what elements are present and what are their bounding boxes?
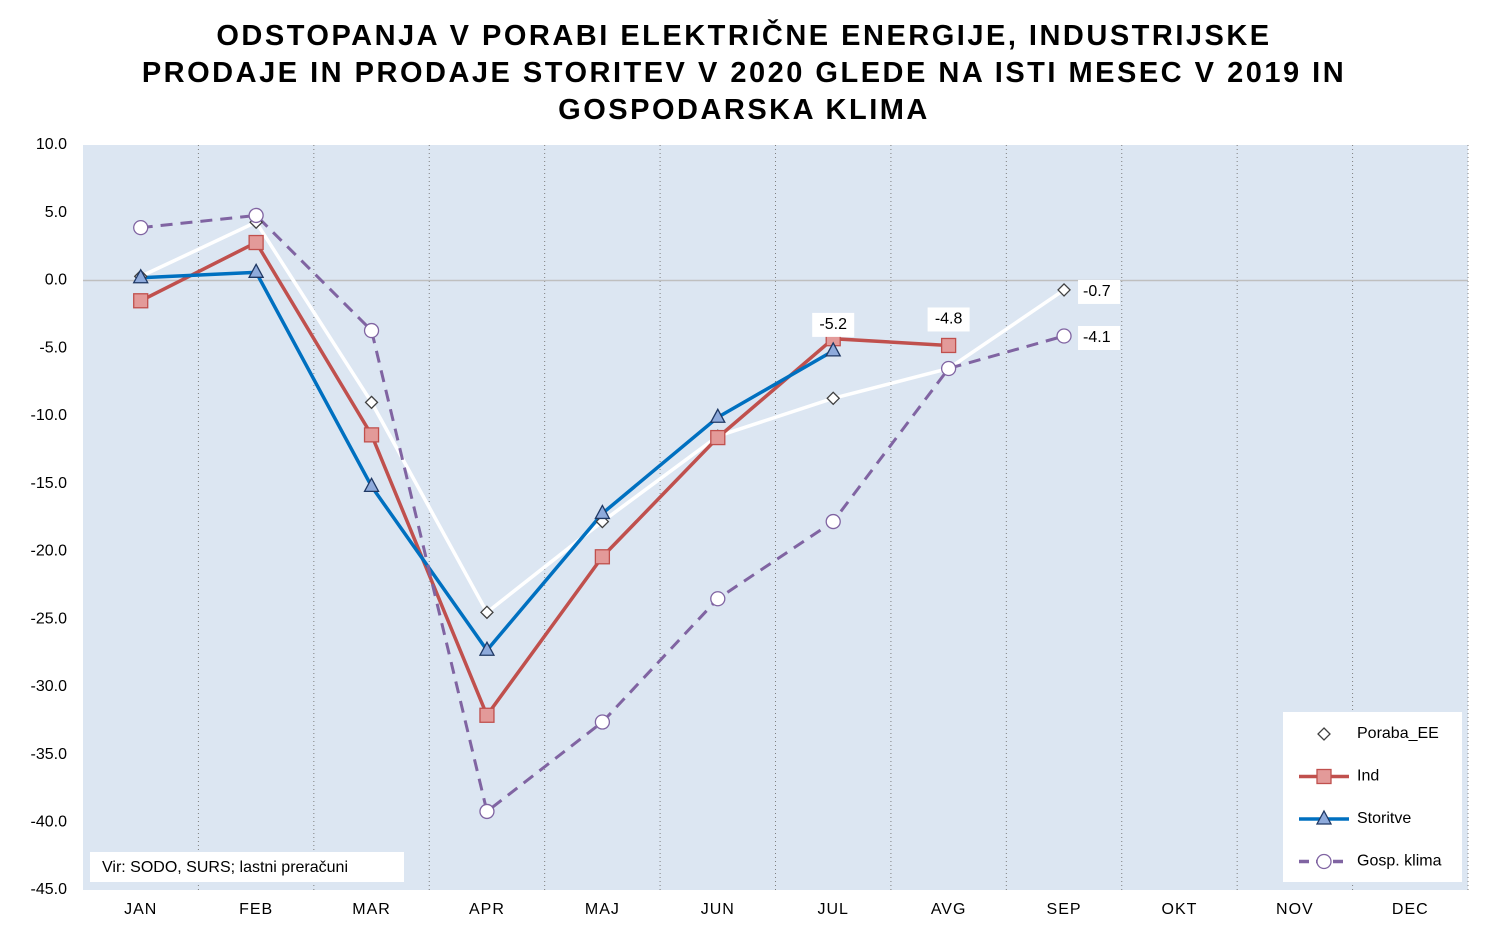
data-label-box	[927, 307, 970, 332]
marker	[825, 341, 842, 357]
x-tick-label: NOV	[1276, 901, 1314, 918]
marker	[1316, 768, 1332, 785]
y-tick-label: -10.0	[31, 407, 68, 424]
x-tick-label: FEB	[239, 901, 273, 918]
x-tick-label: JUL	[817, 901, 848, 918]
marker	[826, 391, 841, 406]
marker	[248, 234, 264, 251]
marker	[1315, 809, 1333, 825]
marker	[248, 207, 264, 224]
marker	[363, 427, 380, 443]
marker	[478, 640, 496, 656]
data-label: -0.7	[1083, 283, 1111, 300]
y-tick-label: 0.0	[45, 272, 67, 289]
data-label-box	[1078, 279, 1121, 304]
marker	[480, 605, 494, 620]
marker	[363, 322, 380, 339]
marker	[940, 337, 957, 354]
data-label-box	[1078, 325, 1121, 350]
y-tick-label: 5.0	[45, 204, 67, 221]
legend-label: Storitve	[1357, 810, 1411, 827]
x-tick-label: MAR	[352, 901, 391, 918]
y-tick-label: -45.0	[31, 881, 68, 898]
y-tick-label: -40.0	[31, 813, 68, 830]
marker	[710, 591, 726, 607]
legend-label: Ind	[1357, 768, 1379, 785]
x-tick-label: JUN	[701, 901, 735, 918]
y-tick-label: -30.0	[31, 678, 68, 695]
x-tick-label: OKT	[1162, 901, 1198, 918]
y-tick-label: 10.0	[36, 136, 67, 153]
y-tick-label: -35.0	[31, 746, 68, 763]
marker	[132, 268, 149, 284]
marker	[710, 429, 726, 446]
marker	[1317, 727, 1331, 741]
marker	[248, 262, 265, 278]
data-label: -5.2	[819, 316, 847, 333]
legend-label: Gosp. klima	[1357, 853, 1442, 870]
data-label: -4.8	[935, 311, 963, 328]
annotation: Vir: SODO, SURS; lastni preračuni	[102, 859, 348, 876]
x-tick-label: AVG	[931, 901, 967, 918]
y-tick-label: -15.0	[31, 475, 68, 492]
y-tick-label: -5.0	[39, 339, 67, 356]
marker	[709, 407, 726, 423]
marker	[133, 293, 149, 309]
chart-title: ODSTOPANJA V PORABI ELEKTRIČNE ENERGIJE,…	[141, 20, 1347, 126]
legend-label: Poraba_EE	[1357, 725, 1439, 742]
marker	[825, 513, 841, 530]
marker	[479, 707, 495, 723]
marker	[940, 360, 957, 377]
marker	[479, 803, 495, 820]
x-tick-label: SEP	[1047, 901, 1082, 918]
x-tick-label: APR	[469, 901, 505, 918]
series-line	[140, 213, 1065, 815]
data-label: -4.1	[1083, 329, 1111, 346]
x-tick-label: MAJ	[585, 901, 620, 918]
data-label-box	[812, 312, 855, 337]
y-tick-label: -25.0	[31, 610, 68, 627]
marker	[1057, 283, 1071, 297]
x-tick-label: JAN	[124, 901, 157, 918]
marker	[1316, 853, 1332, 870]
legend-box	[1283, 712, 1462, 882]
marker	[1056, 328, 1072, 344]
marker	[594, 714, 611, 730]
y-tick-label: -20.0	[31, 543, 68, 560]
marker	[364, 395, 379, 410]
marker	[133, 219, 149, 236]
x-tick-label: DEC	[1392, 901, 1429, 918]
marker	[594, 549, 611, 565]
marker	[363, 476, 380, 492]
series-line	[139, 240, 949, 719]
marker	[594, 504, 611, 520]
annotation-box	[90, 852, 404, 882]
